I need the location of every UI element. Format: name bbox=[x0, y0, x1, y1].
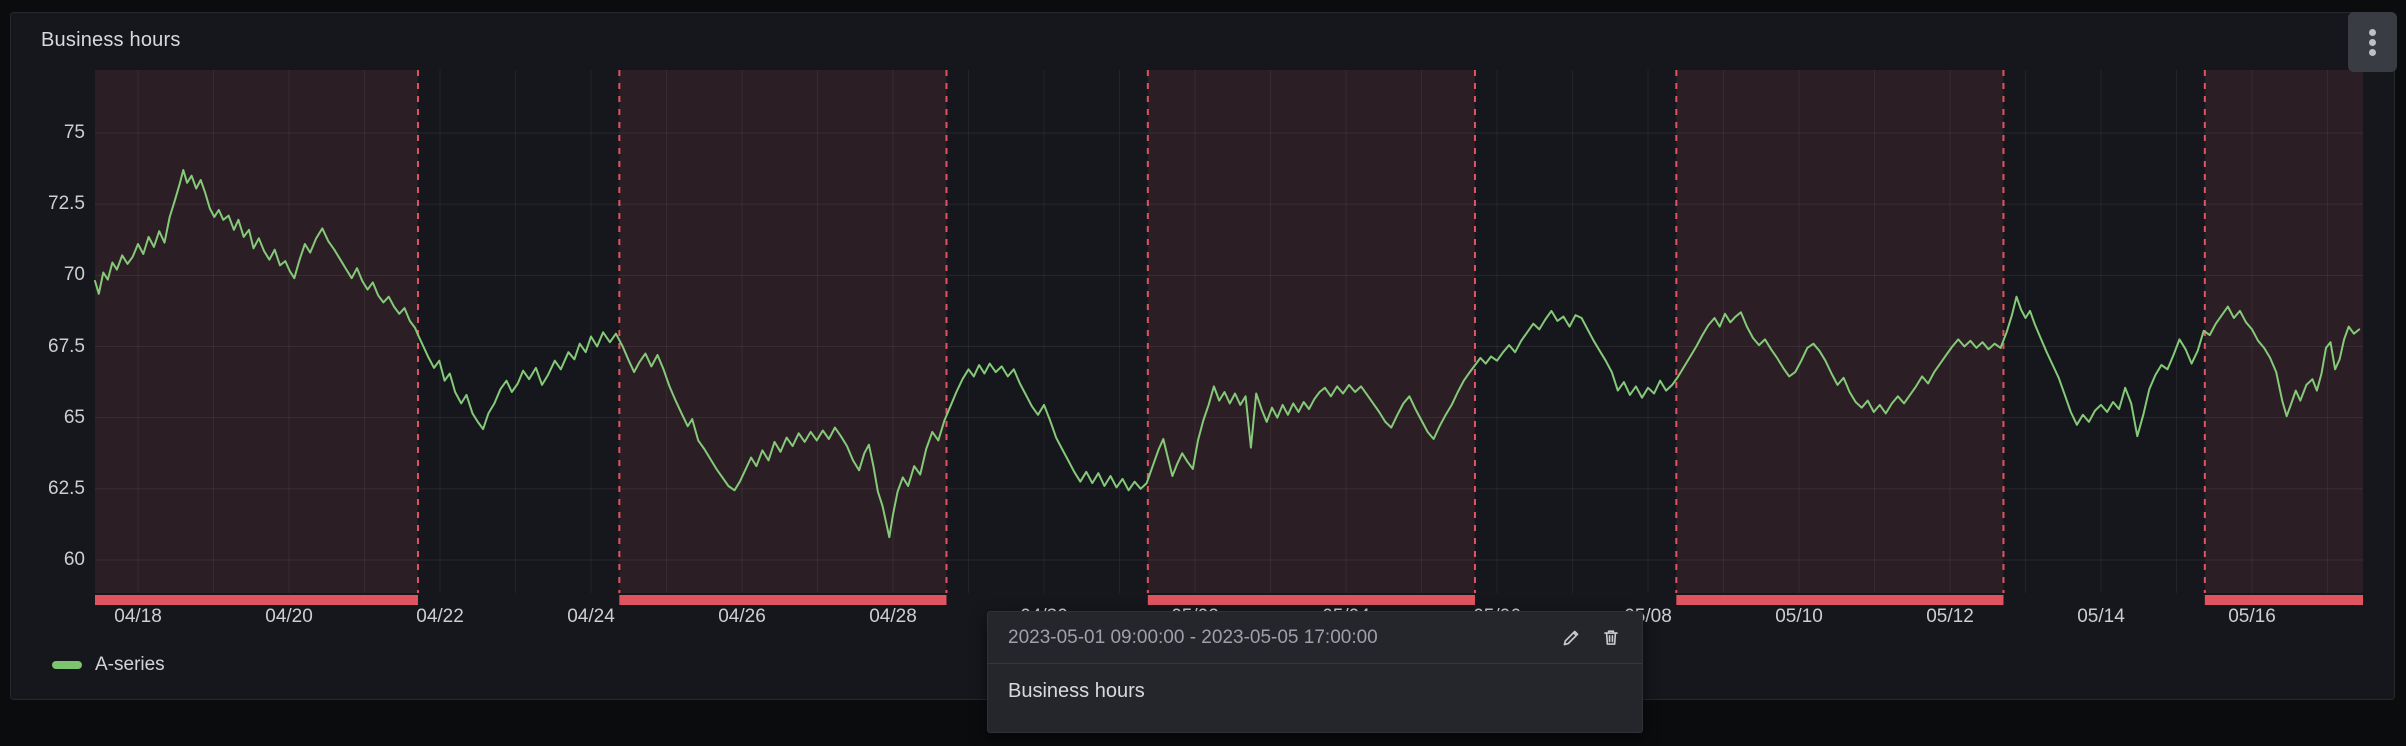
annotation-time-range: 2023-05-01 09:00:00 - 2023-05-05 17:00:0… bbox=[1008, 626, 1378, 648]
annotation-region[interactable] bbox=[1676, 70, 2004, 593]
annotation-marker-bar[interactable] bbox=[95, 595, 418, 605]
kebab-vertical-icon bbox=[2369, 28, 2376, 56]
trash-icon[interactable] bbox=[1600, 627, 1622, 649]
panel-title: Business hours bbox=[41, 29, 181, 51]
annotation-marker-bar[interactable] bbox=[619, 595, 947, 605]
annotation-region[interactable] bbox=[619, 70, 947, 593]
annotation-marker-bar[interactable] bbox=[2204, 595, 2363, 605]
panel-menu-button[interactable] bbox=[2348, 12, 2397, 72]
annotation-region[interactable] bbox=[95, 70, 418, 593]
annotation-region[interactable] bbox=[2204, 70, 2363, 593]
annotation-tooltip: 2023-05-01 09:00:00 - 2023-05-05 17:00:0… bbox=[987, 611, 1643, 733]
legend-item-a-series[interactable]: A-series bbox=[52, 654, 165, 676]
series-line-a-series bbox=[94, 169, 2361, 539]
series-color-swatch bbox=[52, 661, 82, 669]
annotation-marker-bar[interactable] bbox=[1676, 595, 2004, 605]
legend-label: A-series bbox=[95, 654, 165, 675]
pencil-icon[interactable] bbox=[1560, 627, 1582, 649]
annotation-region[interactable] bbox=[1147, 70, 1475, 593]
grafana-panel: Business hours bbox=[10, 12, 2395, 700]
annotation-tooltip-header: 2023-05-01 09:00:00 - 2023-05-05 17:00:0… bbox=[988, 612, 1642, 664]
annotation-marker-bar[interactable] bbox=[1147, 595, 1475, 605]
annotation-title: Business hours bbox=[1008, 680, 1145, 702]
